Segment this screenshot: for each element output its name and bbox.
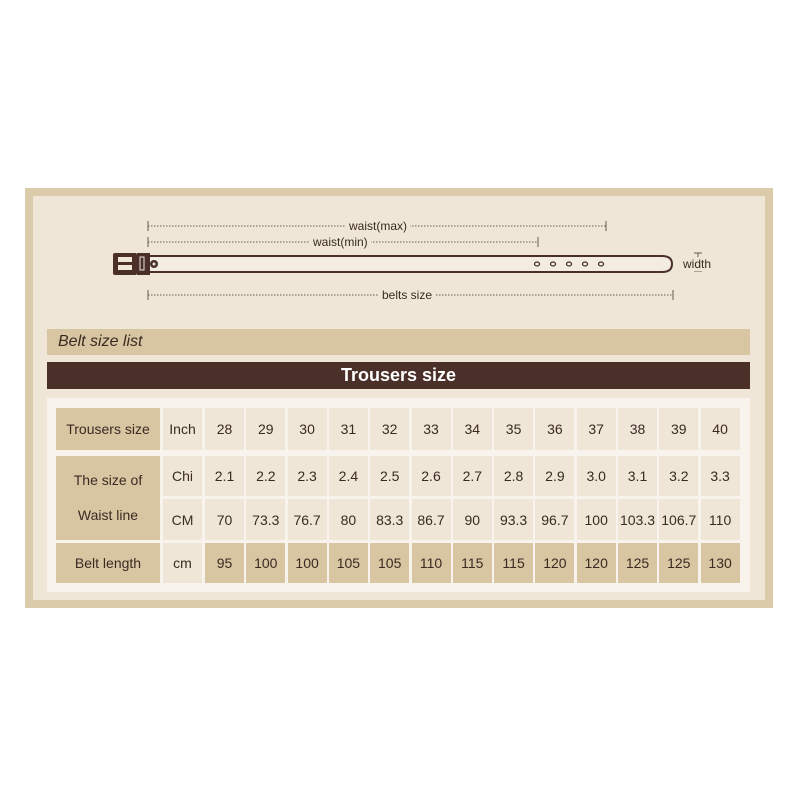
trousers-size-label: Trousers size xyxy=(56,408,160,450)
belt-value-cell: 105 xyxy=(328,543,368,583)
width-label: width xyxy=(680,257,715,271)
inch-value-cell: 29 xyxy=(246,408,286,450)
belt-unit-cell: cm xyxy=(163,543,202,583)
chi-value-cell: 2.1 xyxy=(205,456,244,496)
chi-value-cell: 2.4 xyxy=(328,456,368,496)
chi-unit-cell: Chi xyxy=(163,456,202,496)
chi-value-cell: 2.5 xyxy=(370,456,410,496)
cm-value-cell: 73.3 xyxy=(246,499,286,540)
inch-value-cell: 32 xyxy=(370,408,410,450)
belt-size-list-bar: Belt size list xyxy=(47,329,750,355)
cm-value-cell: 110 xyxy=(700,499,740,540)
belt-value-cell: 105 xyxy=(370,543,410,583)
cm-value-cell: 70 xyxy=(205,499,244,540)
inch-value-cell: 37 xyxy=(576,408,616,450)
belt-value-cell: 115 xyxy=(452,543,492,583)
cm-value-cell: 93.3 xyxy=(494,499,534,540)
waist-line-label: The size of Waist line xyxy=(56,456,160,540)
chi-value-cell: 2.3 xyxy=(287,456,327,496)
inch-value-cell: 39 xyxy=(659,408,699,450)
chi-value-cell: 3.1 xyxy=(618,456,657,496)
chi-value-cell: 2.2 xyxy=(246,456,286,496)
cm-value-cell: 86.7 xyxy=(411,499,451,540)
belt-value-cell: 120 xyxy=(576,543,616,583)
table-title-bar: Trousers size xyxy=(47,362,750,389)
section-label: Belt size list xyxy=(58,333,143,350)
chi-value-cell: 2.8 xyxy=(494,456,534,496)
cm-value-cell: 103.3 xyxy=(618,499,657,540)
inch-value-cell: 38 xyxy=(618,408,657,450)
inch-value-cell: 35 xyxy=(494,408,534,450)
inch-unit-cell: Inch xyxy=(163,408,202,450)
cm-value-cell: 100 xyxy=(576,499,616,540)
chi-value-cell: 2.6 xyxy=(411,456,451,496)
belt-value-cell: 115 xyxy=(494,543,534,583)
belt-value-cell: 125 xyxy=(659,543,699,583)
waist-min-label: waist(min) xyxy=(310,235,371,249)
cm-value-cell: 83.3 xyxy=(370,499,410,540)
cm-value-cell: 80 xyxy=(328,499,368,540)
cm-value-cell: 96.7 xyxy=(535,499,575,540)
belt-value-cell: 95 xyxy=(205,543,244,583)
inch-value-cell: 34 xyxy=(452,408,492,450)
cm-value-cell: 76.7 xyxy=(287,499,327,540)
waist-label-line1: The size of xyxy=(73,472,143,488)
inch-value-cell: 36 xyxy=(535,408,575,450)
waist-label-line2: Waist line xyxy=(77,507,139,523)
belt-icon xyxy=(113,253,674,275)
belt-value-cell: 100 xyxy=(287,543,327,583)
belt-value-cell: 100 xyxy=(246,543,286,583)
belt-value-cell: 125 xyxy=(618,543,657,583)
chi-value-cell: 3.0 xyxy=(576,456,616,496)
table-title: Trousers size xyxy=(340,365,457,385)
belts-size-label: belts size xyxy=(379,288,436,302)
inch-value-cell: 28 xyxy=(205,408,244,450)
chi-value-cell: 2.9 xyxy=(535,456,575,496)
inch-value-cell: 31 xyxy=(328,408,368,450)
chi-value-cell: 2.7 xyxy=(452,456,492,496)
belt-value-cell: 130 xyxy=(700,543,740,583)
belt-value-cell: 120 xyxy=(535,543,575,583)
inch-value-cell: 33 xyxy=(411,408,451,450)
cm-value-cell: 106.7 xyxy=(659,499,699,540)
belt-value-cell: 110 xyxy=(411,543,451,583)
cm-unit-cell: CM xyxy=(163,499,202,540)
cm-value-cell: 90 xyxy=(452,499,492,540)
inch-value-cell: 40 xyxy=(700,408,740,450)
waist-max-label: waist(max) xyxy=(346,219,411,233)
inch-value-cell: 30 xyxy=(287,408,327,450)
belt-length-label: Belt length xyxy=(56,543,160,583)
chi-value-cell: 3.2 xyxy=(659,456,699,496)
chi-value-cell: 3.3 xyxy=(700,456,740,496)
